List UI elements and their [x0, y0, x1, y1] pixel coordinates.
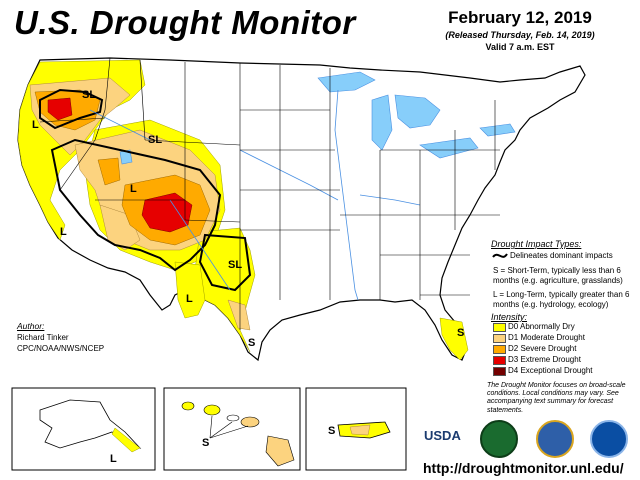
legend-label-d4: D4 Exceptional Drought — [508, 366, 593, 375]
legend-label-d1: D1 Moderate Drought — [508, 333, 585, 342]
puerto-rico-inset-frame — [305, 387, 407, 471]
website-url[interactable]: http://droughtmonitor.unl.edu/ — [423, 460, 624, 476]
impact-long-term-description: L = Long-Term, typically greater than 6 … — [493, 290, 630, 309]
release-date: (Released Thursday, Feb. 14, 2019) — [445, 30, 595, 40]
swatch-d4 — [493, 367, 506, 376]
rivers — [89, 89, 421, 301]
ndmc-logo — [480, 420, 518, 458]
swatch-d2 — [493, 345, 506, 354]
alaska-inset-frame — [11, 387, 156, 471]
map-label-sl-idaho: SL — [148, 134, 162, 146]
valid-time: Valid 7 a.m. EST — [485, 42, 555, 52]
commerce-seal-logo — [536, 420, 574, 458]
great-lakes — [119, 71, 516, 165]
state-borders — [39, 57, 500, 330]
map-label-s-florida: S — [457, 327, 464, 339]
swatch-d3 — [493, 356, 506, 365]
impact-line-sample — [492, 253, 508, 258]
author-title: Author: — [17, 321, 45, 331]
map-label-l-west-texas: L — [186, 293, 193, 305]
map-date: February 12, 2019 — [448, 8, 592, 27]
legend-label-d3: D3 Extreme Drought — [508, 355, 581, 364]
impact-types-title: Drought Impact Types: — [491, 239, 582, 249]
hawaii-islands — [181, 401, 295, 467]
author-name: Richard Tinker — [17, 333, 69, 342]
map-label-l-alaska: L — [110, 453, 117, 465]
impact-line-label: Delineates dominant impacts — [510, 251, 613, 260]
swatch-d1 — [493, 334, 506, 343]
hawaii-pointer-lines — [209, 415, 249, 439]
impact-short-term-description: S = Short-Term, typically less than 6 mo… — [493, 266, 623, 285]
map-label-s-puerto-rico: S — [328, 425, 335, 437]
puerto-rico-d1 — [349, 424, 371, 436]
legend-label-d0: D0 Abnormally Dry — [508, 322, 575, 331]
intensity-title: Intensity: — [491, 312, 528, 322]
map-label-l-california: L — [60, 226, 67, 238]
map-label-l-nevada: L — [130, 183, 137, 195]
map-label-sl-northwest: SL — [82, 89, 96, 101]
legend-label-d2: D2 Severe Drought — [508, 344, 577, 353]
alaska-panhandle-d0 — [111, 427, 141, 453]
swatch-d0 — [493, 323, 506, 332]
map-label-s-texas-coast: S — [248, 337, 255, 349]
hawaii-inset-frame — [163, 387, 301, 471]
map-label-l-oregon: L — [32, 119, 39, 131]
d3-extreme-drought-areas — [47, 97, 193, 233]
disclaimer-note: The Drought Monitor focuses on broad-sca… — [487, 382, 626, 414]
map-label-sl-oklahoma: SL — [228, 259, 242, 271]
alaska-shape — [39, 399, 142, 449]
page-title: U.S. Drought Monitor — [14, 4, 356, 41]
noaa-logo — [590, 420, 628, 458]
author-org: CPC/NOAA/NWS/NCEP — [17, 344, 105, 353]
map-label-s-hawaii: S — [202, 437, 209, 449]
impact-boundaries — [39, 88, 252, 292]
usda-logo: USDA — [424, 428, 461, 443]
